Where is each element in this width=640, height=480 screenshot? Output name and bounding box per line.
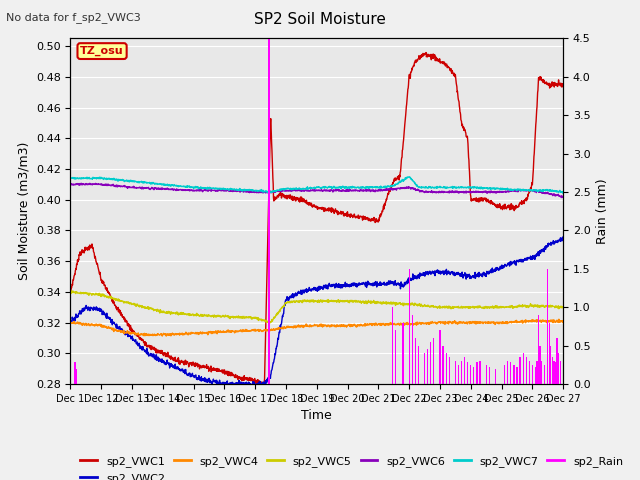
Bar	[510, 362, 511, 384]
Text: No data for f_sp2_VWC3: No data for f_sp2_VWC3	[6, 12, 141, 23]
Bar	[455, 361, 456, 384]
Bar	[395, 330, 396, 384]
Bar	[467, 362, 468, 384]
Bar	[544, 365, 545, 384]
Bar	[541, 361, 542, 384]
Bar	[408, 269, 410, 384]
Bar	[552, 357, 553, 384]
Bar	[522, 353, 524, 384]
Bar	[445, 353, 447, 384]
Bar	[563, 362, 564, 384]
Bar	[532, 365, 533, 384]
Bar	[547, 269, 548, 384]
Bar	[486, 365, 487, 384]
Text: TZ_osu: TZ_osu	[80, 46, 124, 56]
Y-axis label: Rain (mm): Rain (mm)	[596, 179, 609, 244]
Bar	[461, 361, 462, 384]
Bar	[540, 346, 541, 384]
Bar	[476, 362, 477, 384]
Bar	[559, 361, 561, 384]
Bar	[495, 369, 496, 384]
Text: SP2 Soil Moisture: SP2 Soil Moisture	[254, 12, 386, 27]
Bar	[424, 353, 425, 384]
Bar	[76, 369, 77, 384]
Bar	[479, 361, 481, 384]
Bar	[470, 365, 472, 384]
Bar	[489, 367, 490, 384]
Bar	[555, 362, 556, 384]
Bar	[418, 346, 419, 384]
Bar	[427, 349, 428, 384]
Bar	[268, 38, 269, 384]
Bar	[525, 357, 527, 384]
Bar	[535, 367, 536, 384]
Bar	[473, 367, 474, 384]
Bar	[74, 362, 76, 384]
Bar	[458, 365, 459, 384]
Bar	[433, 338, 435, 384]
Bar	[548, 323, 550, 384]
Bar	[430, 342, 431, 384]
Bar	[392, 307, 393, 384]
Bar	[536, 361, 538, 384]
Y-axis label: Soil Moisture (m3/m3): Soil Moisture (m3/m3)	[17, 142, 30, 280]
Bar	[412, 315, 413, 384]
Bar	[504, 365, 506, 384]
Legend: sp2_VWC1, sp2_VWC2, sp2_VWC4, sp2_VWC5, sp2_VWC6, sp2_VWC7, sp2_Rain: sp2_VWC1, sp2_VWC2, sp2_VWC4, sp2_VWC5, …	[76, 452, 627, 480]
Bar	[464, 357, 465, 384]
Bar	[449, 357, 450, 384]
Bar	[554, 361, 555, 384]
X-axis label: Time: Time	[301, 409, 332, 422]
Bar	[538, 315, 539, 384]
Bar	[403, 323, 404, 384]
Bar	[442, 346, 444, 384]
Bar	[558, 353, 559, 384]
Bar	[529, 361, 530, 384]
Bar	[520, 357, 521, 384]
Bar	[513, 365, 515, 384]
Bar	[415, 338, 416, 384]
Bar	[556, 338, 557, 384]
Bar	[550, 346, 552, 384]
Bar	[507, 361, 508, 384]
Bar	[516, 367, 518, 384]
